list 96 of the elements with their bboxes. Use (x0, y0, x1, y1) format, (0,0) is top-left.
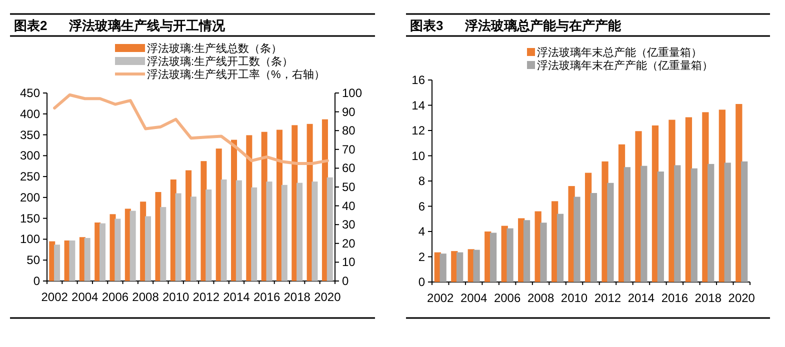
x-tick-label: 2006 (494, 291, 521, 305)
bar (440, 254, 446, 282)
x-tick-label: 2008 (132, 290, 160, 304)
y-tick-label: 200 (20, 190, 40, 204)
y-tick-label: 2 (418, 250, 426, 264)
bar (690, 168, 698, 282)
y-tick-label: 350 (20, 128, 40, 142)
bar (640, 166, 648, 282)
bar (708, 164, 714, 282)
y-tick-label: 150 (20, 211, 40, 226)
x-tick-label: 2018 (284, 290, 311, 304)
bar (130, 210, 136, 281)
y2-tick-label: 100 (342, 86, 362, 100)
bar (523, 220, 530, 282)
legend-label: 浮法玻璃年末在产产能（亿重量箱） (537, 59, 713, 72)
y2-tick-label: 10 (342, 255, 356, 270)
bar (490, 232, 497, 282)
bar (69, 240, 76, 281)
y-tick-label: 0 (418, 275, 426, 289)
bar (657, 172, 664, 282)
y2-tick-label: 30 (342, 218, 356, 232)
y-tick-label: 300 (20, 148, 40, 163)
y-tick-label: 6 (418, 199, 426, 214)
y-tick-label: 250 (20, 170, 40, 184)
bar (556, 214, 564, 282)
x-tick-label: 2016 (253, 290, 280, 304)
y-tick-label: 16 (412, 73, 426, 87)
bar (175, 193, 182, 281)
x-tick-label: 2014 (223, 290, 250, 304)
x-tick-label: 2012 (192, 290, 220, 304)
y-tick-label: 50 (26, 253, 40, 268)
y2-tick-label: 20 (342, 236, 356, 250)
y-tick-label: 10 (412, 148, 426, 163)
x-tick-label: 2020 (728, 291, 756, 305)
bar (144, 216, 151, 281)
y2-tick-label: 70 (342, 142, 356, 156)
bar (236, 180, 242, 281)
bar (251, 187, 258, 281)
bar (540, 222, 547, 282)
bar (326, 177, 333, 281)
bar (220, 179, 227, 281)
y2-tick-label: 90 (342, 104, 356, 119)
y-tick-label: 100 (20, 232, 40, 246)
bar (114, 218, 121, 281)
legend-label: 浮法玻璃:生产线总数（条） (147, 42, 282, 55)
bar (624, 167, 630, 282)
x-tick-label: 2010 (162, 290, 190, 304)
x-tick-label: 2002 (41, 290, 68, 304)
bar (674, 165, 681, 282)
bar (590, 192, 598, 282)
y-tick-label: 0 (33, 274, 40, 288)
bar (160, 207, 166, 281)
x-tick-label: 2012 (594, 291, 622, 305)
y-tick-label: 4 (418, 224, 426, 238)
bar (741, 161, 748, 282)
x-tick-label: 2014 (628, 291, 655, 305)
legend-label: 浮法玻璃:生产线开工率（%，右轴） (147, 68, 325, 81)
bar (312, 182, 318, 281)
bar (84, 238, 90, 281)
bar (506, 228, 514, 282)
bar (281, 184, 288, 281)
y2-tick-label: 60 (342, 161, 356, 176)
x-tick-label: 2018 (694, 291, 722, 305)
bar (100, 223, 106, 281)
x-tick-label: 2008 (527, 291, 554, 305)
y2-tick-label: 40 (342, 198, 356, 213)
x-tick-label: 2010 (560, 291, 588, 305)
x-tick-label: 2016 (661, 291, 688, 305)
bar (724, 162, 731, 282)
x-tick-label: 2004 (460, 291, 488, 305)
x-tick-label: 2020 (314, 290, 342, 304)
bar (473, 250, 480, 282)
bar (266, 182, 272, 281)
bar (54, 244, 60, 281)
y2-tick-label: 80 (342, 124, 356, 138)
y-tick-label: 14 (412, 98, 426, 112)
bar (296, 182, 303, 281)
legend-label: 浮法玻璃年末总产能（亿重量箱） (537, 46, 702, 59)
y-tick-label: 8 (418, 174, 426, 188)
bar (456, 252, 464, 282)
bar (607, 182, 614, 282)
x-tick-label: 2006 (102, 290, 129, 304)
chart-title: 图表2 浮法玻璃生产线与开工情况 (14, 18, 226, 33)
y2-tick-label: 0 (342, 274, 349, 288)
x-tick-label: 2002 (427, 291, 454, 305)
y-tick-label: 400 (20, 106, 40, 121)
y2-tick-label: 50 (342, 180, 356, 194)
line-series (53, 93, 329, 165)
chart-title: 图表3 浮法玻璃总产能与在产产能 (410, 18, 622, 33)
legend-label: 浮法玻璃:生产线开工数（条） (147, 55, 294, 68)
y-tick-label: 450 (20, 86, 40, 100)
y-tick-label: 12 (412, 124, 426, 138)
bar (206, 190, 212, 281)
bar (190, 196, 196, 281)
bar (574, 196, 580, 282)
x-tick-label: 2004 (72, 290, 99, 304)
